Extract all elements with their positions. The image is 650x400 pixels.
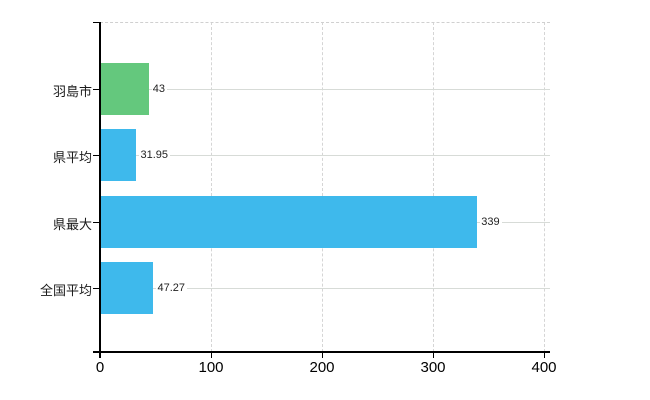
category-label: 羽島市 [52, 83, 92, 99]
plot-top-border [100, 22, 550, 23]
x-tick-label: 0 [95, 359, 105, 376]
bar-4 [101, 262, 154, 314]
value-label: 339 [480, 214, 502, 229]
y-axis-tick [93, 221, 100, 223]
x-tick-label: 300 [420, 359, 446, 376]
y-axis-top-tick [93, 22, 100, 23]
x-axis-tick [211, 352, 212, 358]
value-label: 31.95 [139, 148, 170, 163]
x-tick-label: 200 [309, 359, 335, 376]
vertical-gridline [544, 22, 545, 352]
category-label: 県平均 [52, 150, 92, 166]
category-gridline [101, 155, 550, 157]
category-label: 全国平均 [39, 283, 92, 298]
y-axis-tick [93, 288, 100, 289]
x-axis-tick [322, 352, 323, 358]
y-axis-line [99, 22, 101, 358]
category-gridline [101, 88, 550, 90]
y-axis-tick [93, 155, 100, 157]
vertical-gridline [211, 22, 212, 352]
vertical-gridline [322, 22, 323, 352]
category-label: 県最大 [52, 216, 92, 232]
vertical-gridline [433, 22, 434, 352]
y-axis-tick [93, 88, 100, 90]
value-label: 43 [151, 81, 167, 96]
x-axis-tick [100, 352, 101, 358]
x-axis-line [93, 351, 550, 353]
x-axis-tick [433, 352, 434, 358]
x-axis-tick [544, 352, 545, 358]
bar-3 [101, 195, 478, 248]
bar-1 [101, 62, 149, 115]
category-gridline [101, 288, 550, 289]
bar-2 [101, 129, 137, 182]
value-label: 47.27 [156, 281, 187, 295]
x-tick-label: 100 [198, 359, 224, 376]
x-tick-label: 400 [531, 359, 557, 376]
